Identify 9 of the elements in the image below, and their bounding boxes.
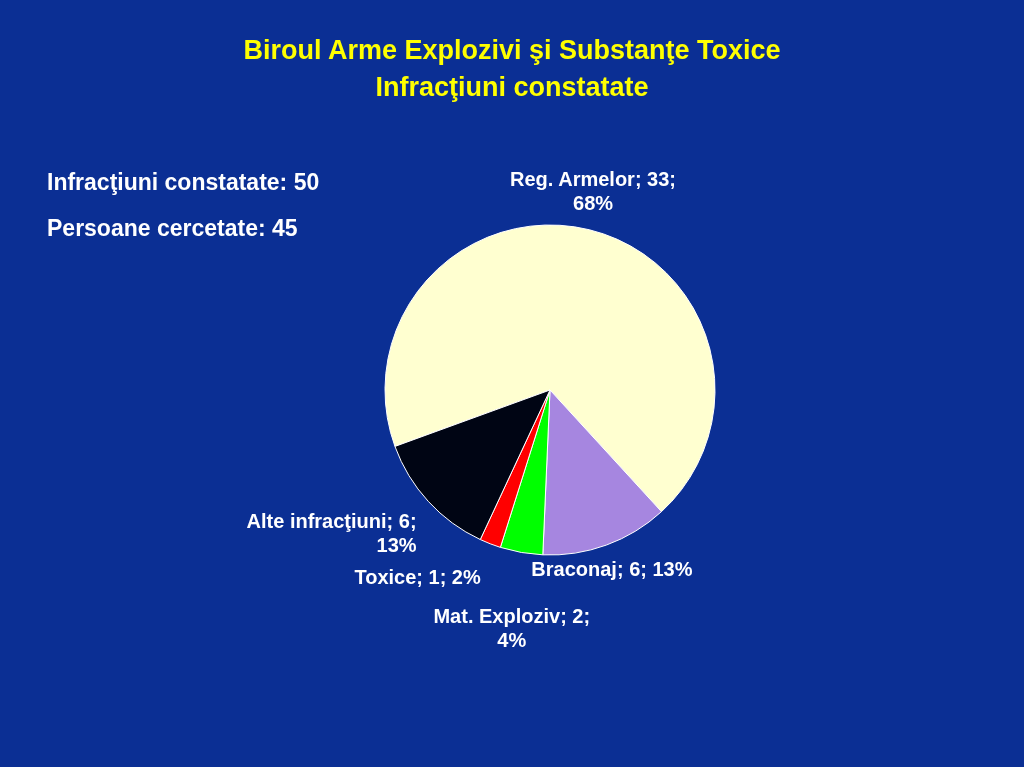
slice-label: Mat. Exploziv; 2; 4% [433, 604, 591, 651]
slice-label: Reg. Armelor; 33; 68% [510, 168, 677, 215]
text: Persoane cercetate: 45 [47, 215, 298, 241]
chart-title: Biroul Arme Explozivi şi Substanţe Toxice [243, 35, 781, 65]
slice-label: Braconaj; 6; 13% [531, 558, 693, 581]
slice-label: Toxice; 1; 2% [354, 566, 481, 589]
text: Infracţiuni constatate: 50 [47, 169, 320, 195]
slice-label: Alte infracţiuni; 6; 13% [246, 510, 417, 557]
chart-subtitle: Infracţiuni constatate [375, 72, 649, 102]
